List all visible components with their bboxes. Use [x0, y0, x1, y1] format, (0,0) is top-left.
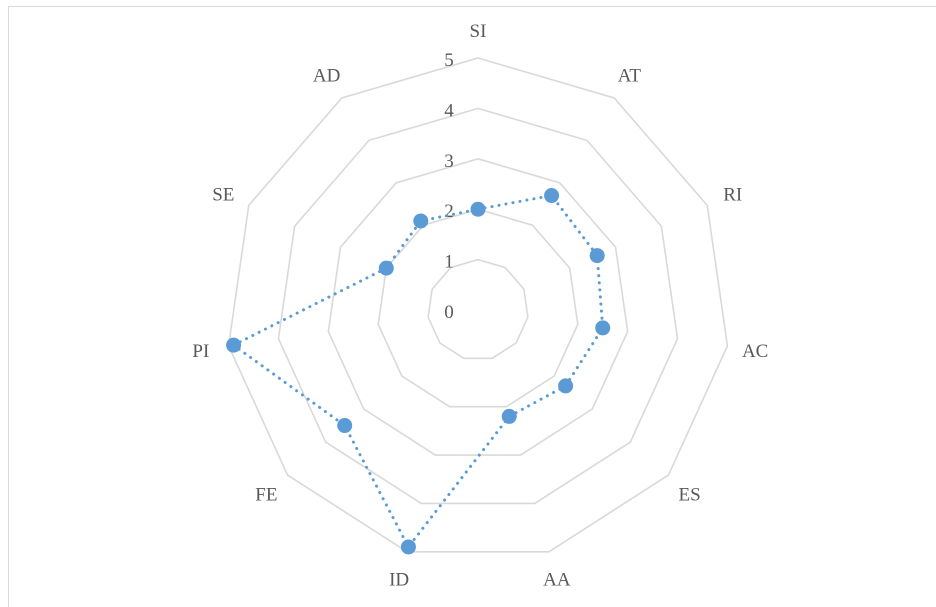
grid-ring-1: [427, 258, 529, 360]
category-label: RI: [723, 185, 742, 206]
chart-area: [8, 6, 936, 607]
data-point-AC: [595, 320, 611, 336]
data-point-AD: [413, 213, 429, 229]
data-point-ES: [558, 378, 574, 394]
category-label: SE: [212, 185, 234, 206]
data-point-PI: [226, 337, 242, 353]
tick-label: 1: [444, 252, 454, 273]
category-label: AC: [742, 341, 768, 362]
tick-label: 3: [444, 151, 454, 172]
tick-label: 2: [444, 201, 454, 222]
category-label: ID: [389, 570, 409, 591]
data-point-RI: [589, 248, 605, 264]
data-point-AA: [501, 408, 517, 424]
category-label: PI: [192, 341, 209, 362]
series-layer: [226, 188, 611, 555]
data-point-SE: [378, 260, 394, 276]
grid-ring-4: [277, 107, 679, 505]
series-line: [230, 193, 605, 550]
data-point-AT: [544, 188, 560, 204]
tick-label: 0: [444, 302, 454, 323]
tick-label: 5: [444, 50, 454, 71]
category-label: SI: [470, 21, 487, 42]
category-labels: SI AT RI AC ES AA ID FE PI SE AD: [192, 21, 768, 591]
radar-grid: [227, 57, 729, 553]
data-point-FE: [337, 418, 353, 434]
tick-label: 4: [444, 100, 454, 121]
radial-tick-labels: 0 1 2 3 4 5: [444, 50, 454, 323]
category-label: FE: [255, 484, 277, 505]
category-label: AD: [313, 65, 340, 86]
category-label: AT: [618, 65, 642, 86]
grid-ring-5: [227, 57, 729, 553]
grid-ring-2: [377, 208, 579, 408]
data-point-SI: [470, 201, 486, 217]
category-label: ES: [679, 484, 701, 505]
data-point-ID: [400, 539, 416, 555]
category-label: AA: [543, 570, 571, 591]
